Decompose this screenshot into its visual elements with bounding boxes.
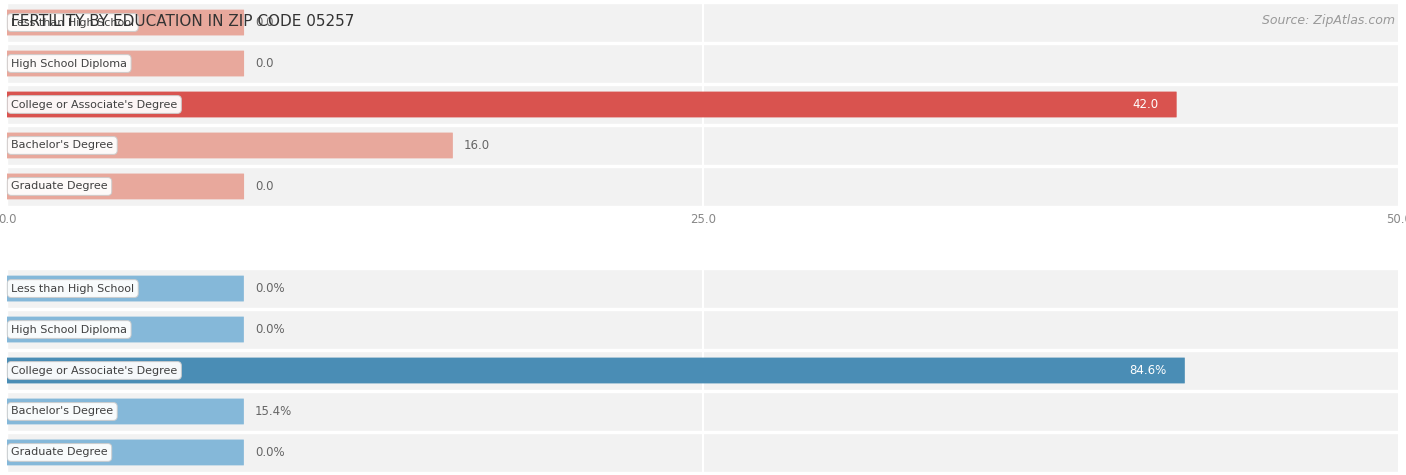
Text: 15.4%: 15.4% — [254, 405, 292, 418]
FancyBboxPatch shape — [7, 351, 1399, 390]
Text: College or Associate's Degree: College or Associate's Degree — [11, 99, 177, 110]
Text: Bachelor's Degree: Bachelor's Degree — [11, 407, 114, 417]
FancyBboxPatch shape — [7, 433, 1399, 472]
Text: 0.0%: 0.0% — [254, 323, 284, 336]
Text: Less than High School: Less than High School — [11, 284, 135, 294]
Text: 16.0: 16.0 — [464, 139, 489, 152]
FancyBboxPatch shape — [7, 51, 245, 76]
Text: 0.0%: 0.0% — [254, 282, 284, 295]
FancyBboxPatch shape — [7, 358, 1185, 383]
FancyBboxPatch shape — [7, 44, 1399, 83]
FancyBboxPatch shape — [7, 439, 243, 466]
FancyBboxPatch shape — [7, 167, 1399, 206]
Text: 0.0: 0.0 — [254, 57, 273, 70]
FancyBboxPatch shape — [7, 399, 243, 424]
Text: High School Diploma: High School Diploma — [11, 58, 127, 68]
FancyBboxPatch shape — [7, 10, 245, 36]
FancyBboxPatch shape — [7, 92, 1177, 117]
Text: 84.6%: 84.6% — [1129, 364, 1167, 377]
Text: 0.0: 0.0 — [254, 16, 273, 29]
Text: 42.0: 42.0 — [1133, 98, 1159, 111]
FancyBboxPatch shape — [7, 269, 1399, 308]
FancyBboxPatch shape — [7, 3, 1399, 42]
FancyBboxPatch shape — [7, 276, 243, 302]
Text: Source: ZipAtlas.com: Source: ZipAtlas.com — [1261, 14, 1395, 27]
FancyBboxPatch shape — [7, 133, 453, 158]
Text: Bachelor's Degree: Bachelor's Degree — [11, 141, 114, 151]
FancyBboxPatch shape — [7, 85, 1399, 124]
Text: FERTILITY BY EDUCATION IN ZIP CODE 05257: FERTILITY BY EDUCATION IN ZIP CODE 05257 — [11, 14, 354, 29]
Text: 0.0%: 0.0% — [254, 446, 284, 459]
Text: Less than High School: Less than High School — [11, 18, 135, 28]
FancyBboxPatch shape — [7, 173, 245, 200]
FancyBboxPatch shape — [7, 310, 1399, 349]
Text: College or Associate's Degree: College or Associate's Degree — [11, 365, 177, 376]
Text: High School Diploma: High School Diploma — [11, 324, 127, 334]
FancyBboxPatch shape — [7, 392, 1399, 431]
Text: Graduate Degree: Graduate Degree — [11, 181, 108, 191]
Text: 0.0: 0.0 — [254, 180, 273, 193]
Text: Graduate Degree: Graduate Degree — [11, 447, 108, 457]
FancyBboxPatch shape — [7, 126, 1399, 165]
FancyBboxPatch shape — [7, 317, 243, 342]
